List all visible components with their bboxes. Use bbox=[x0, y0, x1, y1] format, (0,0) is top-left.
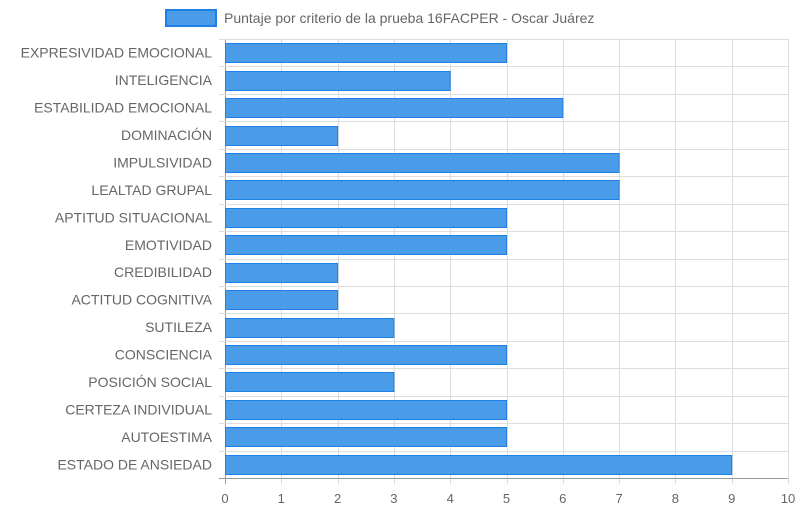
legend-label[interactable]: Puntaje por criterio de la prueba 16FACP… bbox=[224, 10, 594, 26]
category-label: POSICIÓN SOCIAL bbox=[88, 374, 212, 390]
x-tick-label: 2 bbox=[334, 491, 341, 506]
bar[interactable] bbox=[225, 208, 507, 228]
x-tick-label: 5 bbox=[503, 491, 510, 506]
bar[interactable] bbox=[225, 71, 451, 91]
category-label: DOMINACIÓN bbox=[121, 127, 212, 143]
category-label: EXPRESIVIDAD EMOCIONAL bbox=[21, 45, 213, 61]
x-tick-label: 9 bbox=[728, 491, 735, 506]
category-label: ESTADO DE ANSIEDAD bbox=[57, 456, 212, 472]
legend[interactable]: Puntaje por criterio de la prueba 16FACP… bbox=[165, 9, 594, 27]
x-tick-label: 7 bbox=[615, 491, 622, 506]
category-label: APTITUD SITUACIONAL bbox=[55, 209, 212, 225]
category-label: CREDIBILIDAD bbox=[114, 264, 212, 280]
x-tick-label: 10 bbox=[781, 491, 795, 506]
x-tick-label: 6 bbox=[559, 491, 566, 506]
bars bbox=[225, 43, 733, 475]
bar[interactable] bbox=[225, 318, 395, 338]
x-axis-ticks: 0 1 2 3 4 5 6 7 8 9 10 bbox=[221, 491, 795, 506]
x-tick-label: 8 bbox=[672, 491, 679, 506]
bar[interactable] bbox=[225, 427, 507, 447]
category-label: LEALTAD GRUPAL bbox=[91, 182, 212, 198]
bar[interactable] bbox=[225, 372, 395, 392]
x-tick-label: 4 bbox=[447, 491, 454, 506]
category-label: AUTOESTIMA bbox=[121, 429, 212, 445]
bar[interactable] bbox=[225, 455, 733, 475]
x-tick-label: 1 bbox=[278, 491, 285, 506]
legend-swatch[interactable] bbox=[165, 9, 217, 27]
x-tick-label: 0 bbox=[221, 491, 228, 506]
category-label: EMOTIVIDAD bbox=[125, 237, 212, 253]
bar[interactable] bbox=[225, 400, 507, 420]
category-label: CERTEZA INDIVIDUAL bbox=[65, 401, 212, 417]
bar[interactable] bbox=[225, 263, 339, 283]
bar[interactable] bbox=[225, 235, 507, 255]
category-label: ESTABILIDAD EMOCIONAL bbox=[34, 100, 212, 116]
bar[interactable] bbox=[225, 180, 620, 200]
x-tick-label: 3 bbox=[390, 491, 397, 506]
category-labels: EXPRESIVIDAD EMOCIONAL INTELIGENCIA ESTABI… bbox=[21, 45, 213, 473]
category-label: IMPULSIVIDAD bbox=[113, 154, 212, 170]
bar[interactable] bbox=[225, 290, 339, 310]
bar[interactable] bbox=[225, 98, 564, 118]
category-label: SUTILEZA bbox=[145, 319, 213, 335]
category-label: CONSCIENCIA bbox=[115, 347, 213, 363]
category-label: INTELIGENCIA bbox=[115, 72, 213, 88]
category-label: ACTITUD COGNITIVA bbox=[71, 292, 212, 308]
bar[interactable] bbox=[225, 126, 339, 146]
bar[interactable] bbox=[225, 43, 507, 63]
bar[interactable] bbox=[225, 345, 507, 365]
bar[interactable] bbox=[225, 153, 620, 173]
